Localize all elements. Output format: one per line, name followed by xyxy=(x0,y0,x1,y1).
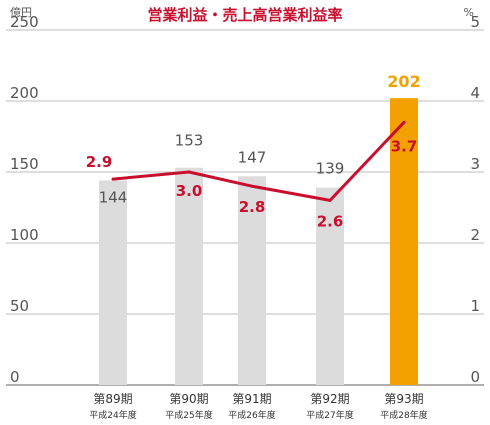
bar-value-label: 147 xyxy=(238,148,267,166)
bar-value-label: 153 xyxy=(175,132,204,150)
left-axis-unit: 億円 xyxy=(10,6,32,19)
right-axis-tick: 4 xyxy=(470,84,480,102)
bar xyxy=(99,180,127,385)
rate-point xyxy=(250,184,254,188)
category-label: 第90期 xyxy=(169,392,208,406)
rate-line xyxy=(111,120,406,202)
category-sublabel: 平成28年度 xyxy=(380,409,427,421)
rate-value-label: 2.8 xyxy=(239,198,266,216)
category-sublabel: 平成24年度 xyxy=(89,409,136,421)
rate-value-label: 3.7 xyxy=(391,137,418,155)
bar xyxy=(316,187,344,385)
left-axis-tick: 200 xyxy=(10,84,39,102)
bar-value-label: 144 xyxy=(99,189,128,207)
left-axis-tick: 0 xyxy=(10,368,20,386)
right-axis-tick: 5 xyxy=(470,13,480,31)
right-axis-tick: 3 xyxy=(470,155,480,173)
bar xyxy=(238,176,266,385)
right-axis-tick: 1 xyxy=(470,297,480,315)
rate-labels: 2.9 3.0 2.8 2.6 3.7 xyxy=(86,137,418,230)
rate-point xyxy=(187,170,191,174)
category-label: 第91期 xyxy=(232,392,271,406)
category-label: 第92期 xyxy=(310,392,349,406)
bars xyxy=(99,98,418,385)
category-sublabel: 平成26年度 xyxy=(228,409,275,421)
right-axis-ticks: 0 1 2 3 4 5 xyxy=(470,13,480,386)
right-axis-tick: 0 xyxy=(470,368,480,386)
bar xyxy=(175,167,203,385)
left-axis-ticks: 0 50 100 150 200 250 xyxy=(10,13,39,386)
left-axis-tick: 150 xyxy=(10,155,39,173)
right-axis-tick: 2 xyxy=(470,226,480,244)
category-label: 第89期 xyxy=(93,392,132,406)
category-label: 第93期 xyxy=(384,392,423,406)
right-axis-unit: % xyxy=(464,6,474,19)
category-sublabel: 平成25年度 xyxy=(165,409,212,421)
rate-value-label: 2.6 xyxy=(317,212,344,230)
rate-point xyxy=(111,177,115,181)
bar-value-label: 202 xyxy=(387,72,420,91)
left-axis-tick: 100 xyxy=(10,226,39,244)
rate-value-label: 2.9 xyxy=(86,153,113,171)
bar-labels: 144 153 147 139 202 xyxy=(99,72,421,206)
bar xyxy=(390,98,418,385)
category-sublabel: 平成27年度 xyxy=(306,409,353,421)
bar-value-label: 139 xyxy=(316,160,345,178)
left-axis-tick: 250 xyxy=(10,13,39,31)
chart-title: 営業利益・売上高営業利益率 xyxy=(147,6,342,24)
rate-value-label: 3.0 xyxy=(176,182,203,200)
left-axis-tick: 50 xyxy=(10,297,29,315)
rate-point xyxy=(328,198,332,202)
rate-point xyxy=(402,120,406,124)
